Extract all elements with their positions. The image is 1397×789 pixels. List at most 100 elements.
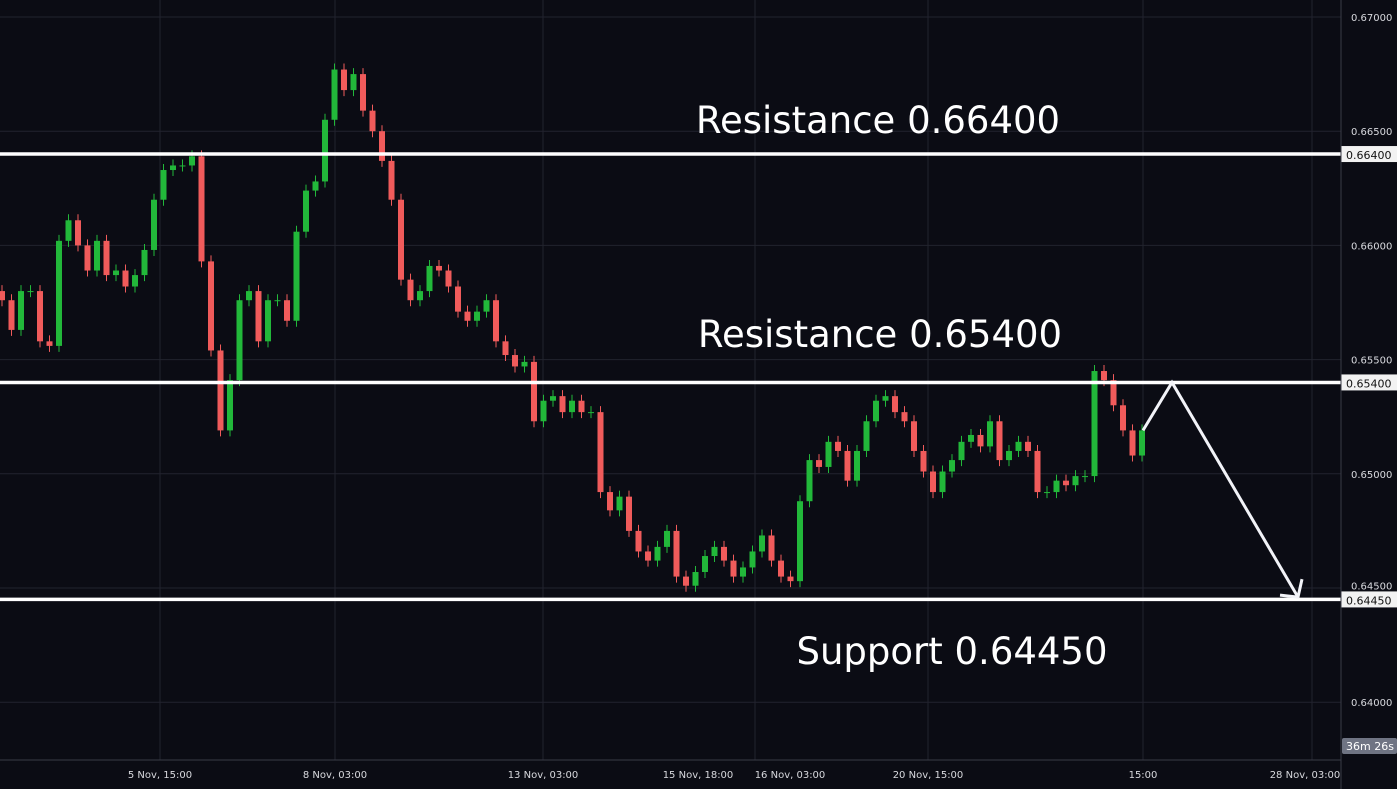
countdown-badge: 36m 26s [1342,738,1397,754]
price-tick-label: 0.64500 [1351,581,1392,592]
candle-up [274,300,281,302]
candle-up [426,265,433,292]
candle-down [683,576,689,586]
price-axis[interactable]: 0.67000 0.66500 0.66000 0.65500 0.65000 0.645… [1351,13,1392,709]
time-tick-label: 5 Nov, 15:00 [128,770,192,781]
candle-down [930,471,936,493]
candle-down [892,396,898,413]
candle-down [369,110,376,132]
candle-up [160,170,167,200]
time-tick-label: 28 Nov, 03:00 [1270,770,1341,781]
candle-up [1044,492,1050,494]
candle-down [768,535,775,561]
candle-up [331,69,338,120]
arrow-head-icon [1279,578,1304,599]
candle-up [474,311,480,321]
candle-up [1082,476,1088,478]
candle-up [958,441,965,461]
candle-down [37,291,43,342]
candle-up [550,396,556,401]
candle-up [521,361,528,367]
time-tick-label: 15:00 [1129,770,1158,781]
candle-up [569,400,575,413]
candle-down [645,551,651,561]
candle-down [502,341,509,356]
candle-up [616,496,623,511]
candle-down [721,546,727,561]
candle-up [179,165,186,167]
candle-up [882,396,889,401]
level-price-label: 0.65400 [1346,377,1392,390]
price-tick-label: 0.66000 [1351,241,1392,252]
candle-up [797,501,803,582]
candle-up [664,530,670,547]
candle-up [806,460,813,502]
time-tick-label: 16 Nov, 03:00 [755,770,826,781]
candle-down [0,291,5,301]
price-tick-label: 0.67000 [1351,13,1392,24]
candle-up [312,181,319,191]
candle-up [113,270,119,276]
candle-down [455,286,461,312]
time-axis[interactable]: 5 Nov, 15:00 8 Nov, 03:00 13 Nov, 03:00 15 … [128,770,1340,781]
time-tick-label: 15 Nov, 18:00 [663,770,734,781]
candle-up [227,380,233,431]
candle-down [673,530,680,577]
level-price-badge [1341,591,1397,608]
time-tick-label: 13 Nov, 03:00 [508,770,579,781]
price-tick-label: 0.65500 [1351,356,1392,367]
candle-up [94,240,100,271]
candle-down [8,300,15,330]
candle-up [968,434,974,442]
candle-down [1034,450,1041,493]
candle-up [1072,476,1079,486]
candle-up [293,231,300,321]
candle-down [284,300,290,321]
candle-up [825,441,832,467]
candle-down [778,560,784,577]
candle-down [996,421,1003,461]
candle-down [198,156,205,262]
candle-up [863,421,870,451]
candle-down [844,450,851,481]
level-price-label: 0.66400 [1346,149,1392,162]
candle-up [1053,480,1060,493]
candle-up [1015,441,1022,451]
grid [0,0,1341,760]
candle-down [407,279,414,301]
candle-down [84,245,91,271]
candle-up [322,119,328,182]
candle-down [341,69,347,91]
candle-down [217,350,224,431]
candle-down [103,240,110,276]
candle-down [512,355,518,367]
candle-down [75,220,81,246]
candle-up [854,450,860,481]
candle-up [540,400,547,422]
candle-up [711,546,718,557]
candle-up [873,400,879,422]
candle-up [1006,450,1012,461]
candle-down [398,199,404,280]
candle-down [835,441,841,451]
level-lines[interactable]: 0.66400 Resistance 0.66400 0.65400 Resistan… [0,99,1397,673]
level-annotation: Support 0.64450 [796,630,1107,673]
candle-down [208,261,214,351]
candle-up [749,551,756,568]
candle-down [1120,405,1126,431]
candle-down [1063,480,1069,486]
price-tick-label: 0.64000 [1351,698,1392,709]
candle-down [816,460,822,467]
countdown-text: 36m 26s [1346,740,1394,753]
candle-down [901,412,908,422]
candle-down [445,270,452,287]
candle-up [939,471,946,493]
candle-up [151,199,157,250]
candle-up [56,240,62,346]
candle-up [65,220,72,241]
candle-up [759,535,765,552]
candle-up [132,275,138,287]
candle-up [1091,371,1098,477]
time-tick-label: 8 Nov, 03:00 [303,770,367,781]
